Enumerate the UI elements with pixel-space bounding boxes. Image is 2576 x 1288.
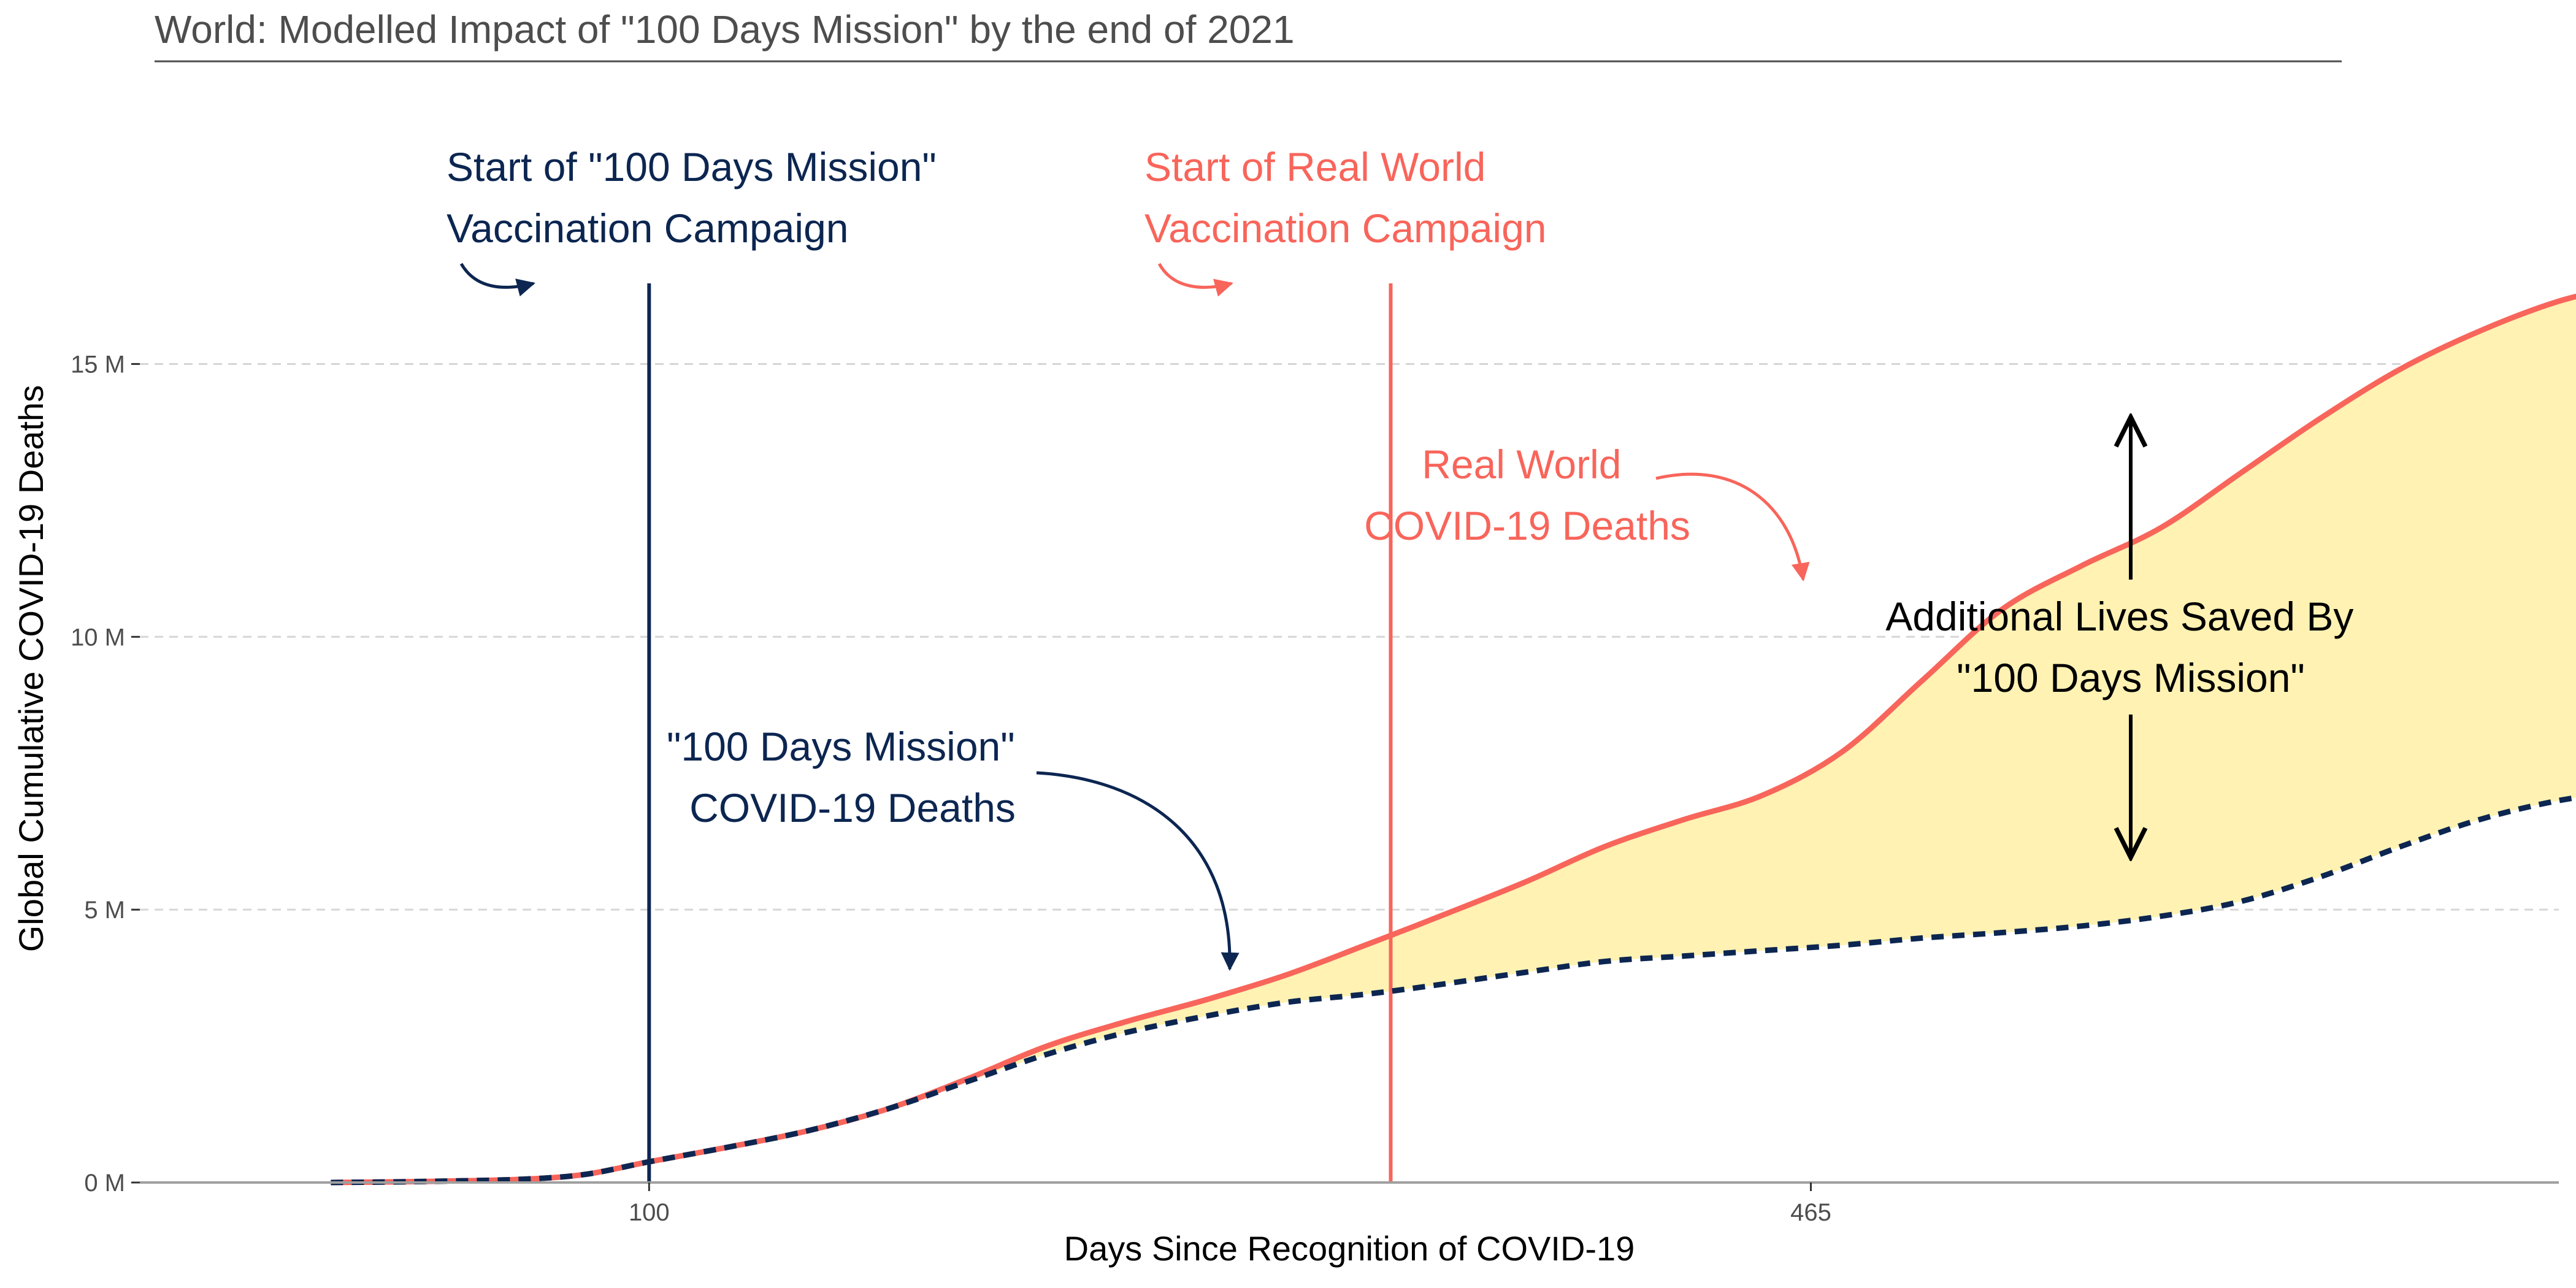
real-deaths-label-line2: COVID-19 Deaths <box>1364 503 1690 548</box>
mission-start-label-line1: Start of "100 Days Mission" <box>447 144 937 190</box>
real-start-label-line2: Vaccination Campaign <box>1144 205 1547 251</box>
mission-start-label: Start of "100 Days Mission" Vaccination … <box>447 144 948 251</box>
x-axis-label: Days Since Recognition of COVID-19 <box>1064 1229 1635 1268</box>
mission-start-label-line2: Vaccination Campaign <box>447 205 849 251</box>
chart-title: World: Modelled Impact of "100 Days Miss… <box>155 7 1295 52</box>
real-deaths-label-line1: Real World <box>1422 442 1621 487</box>
y-axis-label: Global Cumulative COVID-19 Deaths <box>12 385 50 952</box>
mission-deaths-label-line1: "100 Days Mission" <box>667 724 1015 769</box>
x-tick-label: 100 <box>629 1199 670 1226</box>
x-tick-label: 465 <box>1790 1199 1831 1226</box>
real-deaths-label: Real World COVID-19 Deaths <box>1364 442 1690 548</box>
y-tick-label: 15 M <box>71 351 125 378</box>
lives-saved-label-line2: "100 Days Mission" <box>1957 655 2305 700</box>
y-tick-label: 5 M <box>84 897 125 924</box>
real-start-label: Start of Real World Vaccination Campaign <box>1144 144 1547 251</box>
real-start-label-line1: Start of Real World <box>1144 144 1485 190</box>
lives-saved-label-line1: Additional Lives Saved By <box>1885 594 2353 639</box>
y-tick-label: 0 M <box>84 1170 125 1197</box>
x-axis-ticks: 100 465 <box>629 1183 1831 1226</box>
y-tick-label: 10 M <box>71 624 125 651</box>
y-axis-ticks: 0 M 5 M 10 M 15 M <box>71 351 140 1197</box>
mission-deaths-label-line2: COVID-19 Deaths <box>689 785 1016 830</box>
mission-deaths-arrow <box>1037 773 1230 969</box>
mission-deaths-label: "100 Days Mission" COVID-19 Deaths <box>667 724 1026 830</box>
mission-start-arrow <box>461 264 534 287</box>
real-start-arrow <box>1159 264 1232 287</box>
